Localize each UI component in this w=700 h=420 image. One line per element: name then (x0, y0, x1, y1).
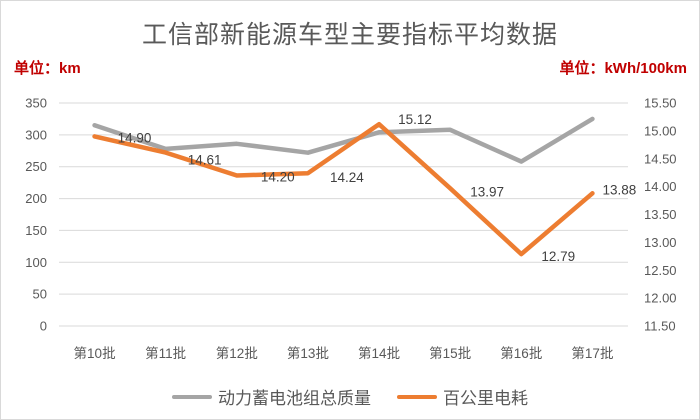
legend-item-energy-consumption: 百公里电耗 (397, 384, 528, 409)
left-axis-tick-label: 50 (33, 287, 47, 302)
data-label: 12.79 (541, 249, 575, 264)
right-axis-tick-label: 15.50 (644, 96, 677, 111)
left-axis-tick-label: 150 (25, 223, 47, 238)
x-axis-tick-label: 第16批 (500, 345, 542, 361)
x-axis-tick-label: 第13批 (287, 345, 329, 361)
right-axis-tick-label: 12.50 (644, 263, 677, 278)
x-axis-tick-label: 第15批 (429, 345, 471, 361)
legend-swatch-battery-mass-line (172, 394, 212, 399)
left-axis-unit-label: 单位：km (14, 60, 81, 77)
x-axis-tick-label: 第11批 (145, 345, 186, 361)
left-axis-tick-label: 200 (25, 191, 47, 206)
left-axis-tick-label: 0 (40, 319, 47, 334)
x-axis-tick-label: 第14批 (358, 345, 400, 361)
right-axis-tick-label: 12.00 (644, 291, 677, 306)
data-label: 14.20 (261, 169, 295, 184)
left-axis-tick-label: 350 (25, 96, 47, 111)
x-axis-tick-label: 第10批 (74, 345, 116, 361)
legend-swatch-energy-consumption-line (397, 394, 437, 399)
data-label: 13.88 (603, 182, 637, 197)
right-axis-unit-label: 单位：kWh/100km (559, 60, 687, 77)
x-axis-tick-label: 第12批 (216, 345, 258, 361)
legend: 动力蓄电池组总质量 百公里电耗 (1, 384, 699, 409)
right-axis-tick-label: 15.00 (644, 123, 677, 138)
right-axis-tick-label: 13.00 (644, 235, 677, 250)
data-label: 14.24 (330, 170, 364, 185)
data-label: 14.61 (188, 153, 222, 168)
series-line-energy-consumption (92, 121, 595, 257)
series-line-battery-mass (92, 116, 595, 164)
legend-label-energy-consumption: 百公里电耗 (443, 389, 528, 408)
left-axis-tick-label: 300 (25, 127, 47, 142)
data-label: 13.97 (470, 184, 504, 199)
data-label: 14.90 (118, 130, 152, 145)
legend-item-battery-mass: 动力蓄电池组总质量 (172, 384, 371, 409)
left-axis-tick-label: 100 (25, 255, 47, 270)
right-axis-tick-label: 13.50 (644, 207, 677, 222)
data-label: 15.12 (398, 112, 432, 127)
x-axis-tick-label: 第17批 (571, 345, 613, 361)
chart-title: 工信部新能源车型主要指标平均数据 (141, 21, 558, 49)
left-axis-tick-label: 250 (25, 159, 47, 174)
legend-label-battery-mass: 动力蓄电池组总质量 (218, 389, 371, 408)
right-axis-tick-label: 14.00 (644, 179, 677, 194)
right-axis-tick-label: 11.50 (644, 319, 676, 334)
right-axis-tick-label: 14.50 (644, 151, 677, 166)
